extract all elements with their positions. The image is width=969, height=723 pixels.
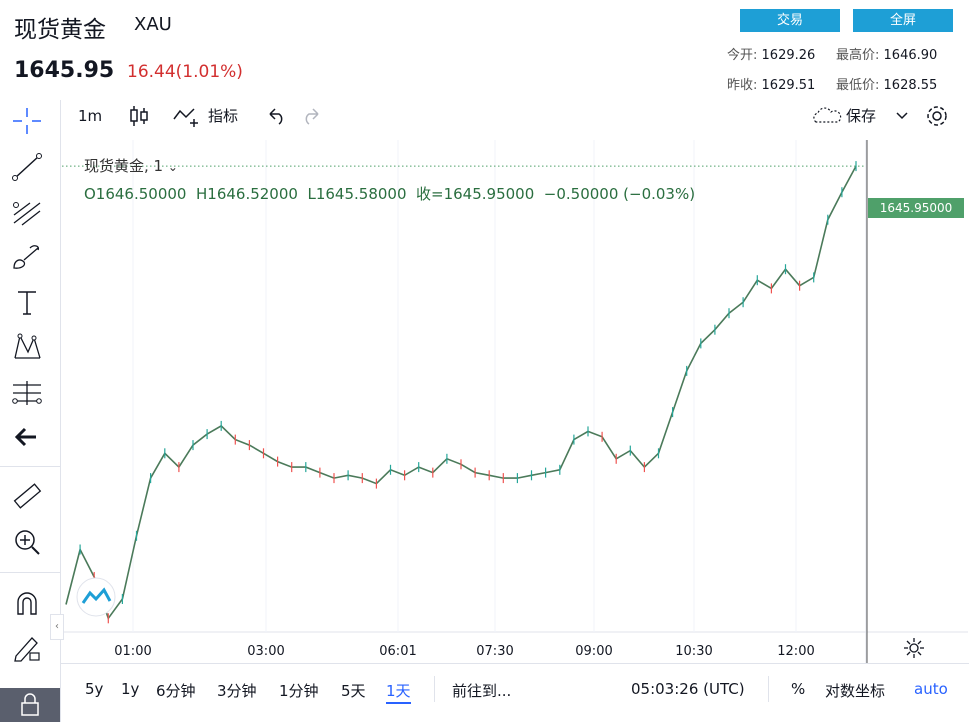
projection-tool-icon[interactable] (10, 377, 44, 407)
range-1y[interactable]: 1y (121, 680, 140, 698)
chevron-down-icon[interactable]: ⌄ (167, 160, 178, 174)
stat-prev-close-value: 1629.51 (761, 78, 816, 93)
lock-drawing-icon[interactable] (10, 632, 44, 662)
log-scale-button[interactable]: 对数坐标 (825, 682, 886, 700)
last-price-tag: 1645.95000 (868, 198, 964, 218)
x-tick-label: 06:01 (379, 644, 416, 659)
utc-clock[interactable]: 05:03:26 (UTC) (631, 680, 745, 698)
axis-settings-icon[interactable] (903, 637, 925, 659)
x-tick-label: 12:00 (777, 644, 814, 659)
stat-prev-close: 昨收: 1629.51 (727, 74, 815, 93)
zoom-in-icon[interactable] (10, 527, 44, 557)
collapse-sidebar-handle[interactable]: ‹ (50, 614, 64, 640)
x-tick-label: 10:30 (675, 644, 712, 659)
bottom-divider (768, 676, 769, 702)
stat-open-label: 今开: (727, 48, 758, 63)
chevron-down-icon[interactable] (896, 112, 908, 144)
undo-icon[interactable] (266, 106, 288, 138)
indicators-button[interactable]: 指标 (208, 107, 239, 125)
x-tick-label: 07:30 (476, 644, 513, 659)
x-tick-label: 01:00 (114, 644, 151, 659)
sidebar-divider (0, 466, 60, 467)
lock-icon[interactable] (17, 692, 43, 718)
gear-icon[interactable] (924, 103, 950, 135)
redo-icon[interactable] (300, 106, 322, 138)
logo-icon (76, 577, 116, 617)
trade-button[interactable]: 交易 (740, 9, 840, 32)
interval-button[interactable]: 1m (78, 107, 103, 125)
percent-scale-button[interactable]: % (791, 680, 806, 698)
trend-line-icon[interactable] (10, 152, 44, 182)
stat-high-value: 1646.90 (883, 48, 938, 63)
stat-open: 今开: 1629.26 (727, 44, 815, 63)
text-tool-icon[interactable] (10, 287, 44, 317)
bottom-bar: 5y 1y 6分钟 3分钟 1分钟 5天 1天 前往到... 05:03:26 … (60, 663, 969, 723)
crosshair-icon[interactable] (10, 106, 44, 136)
back-arrow-icon[interactable] (10, 422, 44, 452)
stat-low-value: 1628.55 (883, 78, 938, 93)
save-button[interactable]: 保存 (846, 107, 877, 125)
bottom-divider (434, 676, 435, 702)
legend-ohlc: O1646.50000 H1646.52000 L1645.58000 收=16… (84, 185, 696, 203)
price-series-line (65, 165, 857, 621)
range-3min[interactable]: 3分钟 (217, 682, 257, 700)
cloud-icon[interactable] (810, 106, 844, 138)
pattern-tool-icon[interactable] (10, 332, 44, 362)
last-price: 1645.95 (14, 58, 115, 83)
magnet-icon[interactable] (10, 588, 44, 618)
x-tick-label: 09:00 (575, 644, 612, 659)
stat-high: 最高价: 1646.90 (836, 44, 937, 63)
instrument-title: 现货黄金 (14, 17, 106, 43)
fib-tool-icon[interactable] (10, 197, 44, 227)
legend-symbol[interactable]: 现货黄金, 1 ⌄ (84, 155, 178, 176)
price-change: 16.44(1.01%) (127, 62, 243, 82)
instrument-symbol: XAU (134, 14, 172, 35)
range-1min[interactable]: 1分钟 (279, 682, 319, 700)
sidebar-divider (0, 572, 60, 573)
stat-low-label: 最低价: (836, 78, 880, 93)
range-1d[interactable]: 1天 (386, 680, 411, 704)
sidebar-bottom-bar (0, 688, 60, 722)
indicators-icon[interactable] (172, 105, 202, 137)
goto-date-button[interactable]: 前往到... (452, 682, 512, 700)
fullscreen-button[interactable]: 全屏 (853, 9, 953, 32)
brush-icon[interactable] (10, 242, 44, 272)
stat-open-value: 1629.26 (761, 48, 816, 63)
range-5d[interactable]: 5天 (341, 682, 366, 700)
range-6min[interactable]: 6分钟 (156, 682, 196, 700)
ruler-icon[interactable] (10, 482, 44, 512)
stat-low: 最低价: 1628.55 (836, 74, 937, 93)
legend-symbol-label: 现货黄金, 1 (84, 157, 164, 175)
candlestick-icon[interactable] (128, 104, 150, 136)
stat-high-label: 最高价: (836, 48, 880, 63)
chart-toolbar: 1m 指标 保存 (60, 100, 969, 132)
drawing-sidebar (0, 100, 61, 722)
stat-prev-close-label: 昨收: (727, 78, 758, 93)
x-tick-label: 03:00 (247, 644, 284, 659)
auto-scale-button[interactable]: auto (914, 680, 948, 698)
range-5y[interactable]: 5y (85, 680, 104, 698)
